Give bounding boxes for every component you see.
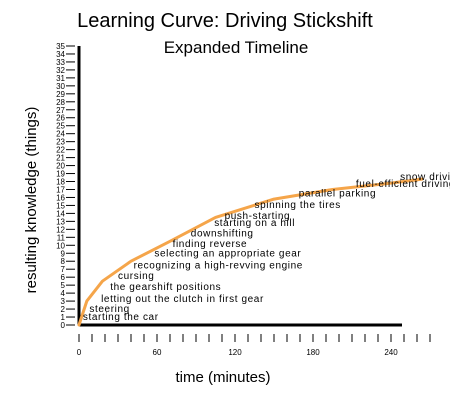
y-tick-label: 25 [56, 122, 65, 131]
annotation-label: push-starting [225, 211, 291, 222]
annotation-label: selecting an appropriate gear [154, 248, 301, 259]
x-ticks: 0 60 120 180 240 [77, 334, 431, 357]
y-tick-label: 22 [56, 146, 65, 155]
y-tick-label: 33 [56, 58, 65, 67]
annotation-label: cursing [118, 271, 154, 282]
x-tick-label: 240 [384, 348, 398, 357]
y-tick-label: 18 [56, 178, 65, 187]
annotation-label: starting on a hill [214, 218, 295, 229]
y-tick-label: 10 [56, 241, 65, 250]
y-tick-label: 15 [56, 201, 65, 210]
y-tick-label: 20 [56, 162, 65, 171]
annotation-label: steering [89, 304, 129, 315]
annotation-label: the gearshift positions [110, 282, 221, 293]
y-tick-label: 16 [56, 193, 65, 202]
y-tick-label: 35 [56, 42, 65, 51]
y-tick-label: 6 [61, 273, 66, 282]
y-tick-label: 8 [61, 257, 66, 266]
y-tick-label: 11 [57, 233, 66, 242]
y-tick-label: 31 [56, 74, 65, 83]
annotation-label: parallel parking [299, 189, 376, 200]
y-tick-label: 2 [61, 305, 66, 314]
y-tick-label: 34 [56, 50, 65, 59]
annotation-label: letting out the clutch in first gear [101, 294, 264, 305]
y-ticks: 0123456789101112131415161718192021222324… [56, 42, 75, 330]
y-tick-label: 24 [56, 130, 65, 139]
y-tick-label: 29 [56, 90, 65, 99]
annotation-label: downshifting [191, 229, 254, 240]
y-tick-label: 9 [61, 249, 66, 258]
y-tick-label: 26 [56, 114, 65, 123]
learning-curve-line [77, 177, 424, 327]
chart-subtitle: Expanded Timeline [164, 38, 309, 57]
y-axis-label: resulting knowledge (things) [23, 107, 40, 294]
y-tick-label: 0 [61, 321, 66, 330]
annotation-label: finding reverse [173, 239, 248, 250]
y-tick-label: 27 [56, 106, 65, 115]
x-axis-label: time (minutes) [175, 369, 270, 386]
y-tick-label: 23 [56, 138, 65, 147]
y-tick-label: 7 [61, 265, 66, 274]
y-tick-label: 12 [56, 225, 65, 234]
y-tick-label: 5 [61, 281, 66, 290]
annotation-label: spinning the tires [255, 200, 341, 211]
x-tick-label: 120 [228, 348, 242, 357]
annotation-label: starting the car [83, 312, 159, 323]
y-tick-label: 1 [61, 313, 66, 322]
y-tick-label: 13 [56, 217, 65, 226]
axes [77, 46, 402, 327]
y-tick-label: 32 [56, 66, 65, 75]
y-tick-label: 19 [56, 170, 65, 179]
y-tick-label: 30 [56, 82, 65, 91]
annotation-label: fuel-efficient driving [356, 179, 450, 190]
y-tick-label: 3 [61, 297, 66, 306]
y-tick-label: 17 [56, 185, 65, 194]
annotation-label: recognizing a high-revving engine [134, 260, 303, 271]
chart-title: Learning Curve: Driving Stickshift [77, 10, 373, 32]
x-tick-label: 60 [153, 348, 162, 357]
x-tick-label: 0 [77, 348, 82, 357]
y-tick-label: 28 [56, 98, 65, 107]
annotation-label: snow driving [400, 172, 450, 183]
y-tick-label: 4 [61, 289, 66, 298]
y-tick-label: 14 [56, 209, 65, 218]
x-tick-label: 180 [306, 348, 320, 357]
y-tick-label: 21 [56, 154, 65, 163]
